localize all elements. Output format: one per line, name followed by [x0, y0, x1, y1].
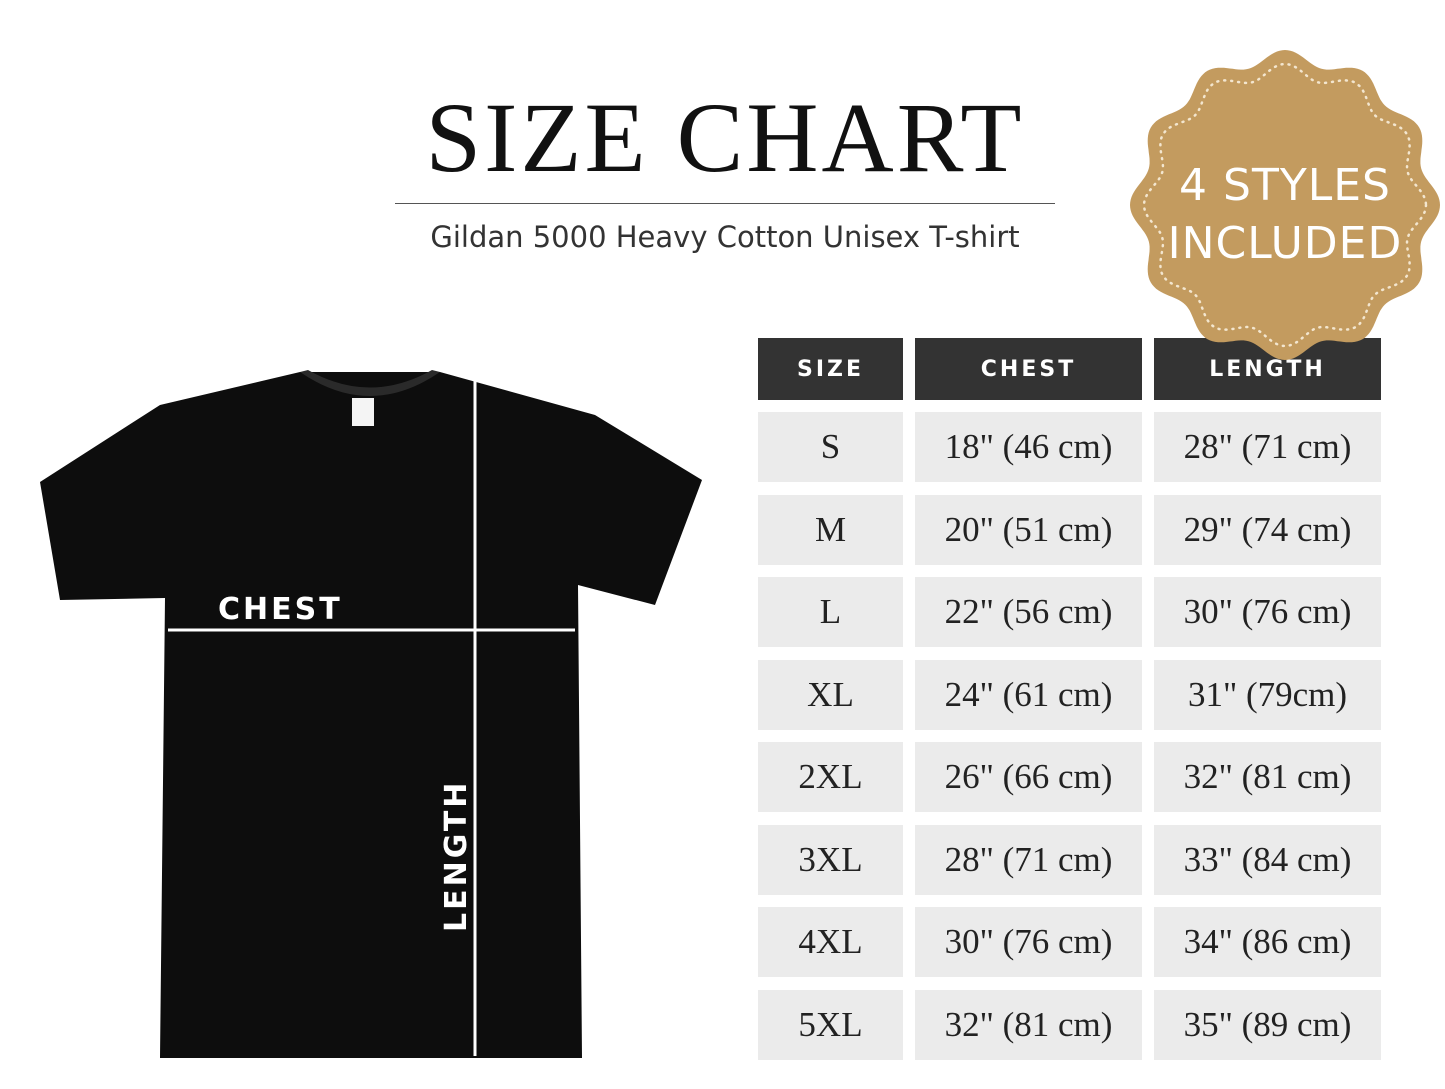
table-cell: 2XL	[758, 742, 903, 812]
chest-label: CHEST	[218, 592, 343, 627]
badge-text: 4 STYLES	[1179, 160, 1391, 211]
table-cell: 18" (46 cm)	[915, 412, 1142, 482]
column-header: CHEST	[915, 338, 1142, 400]
badge: 4 STYLES INCLUDED	[1130, 50, 1440, 360]
table-cell: 26" (66 cm)	[915, 742, 1142, 812]
table-cell: XL	[758, 659, 903, 730]
table-cell: 22" (56 cm)	[915, 577, 1142, 647]
table-cell: 35" (89 cm)	[1154, 989, 1381, 1060]
title-rule	[395, 203, 1055, 204]
table-cell: 20" (51 cm)	[915, 494, 1142, 565]
table-cell: 32" (81 cm)	[915, 989, 1142, 1060]
table-cell: 32" (81 cm)	[1154, 742, 1381, 812]
table-cell: 30" (76 cm)	[1154, 577, 1381, 647]
length-label: LENGTH	[439, 780, 474, 932]
table-cell: L	[758, 577, 903, 647]
title: SIZE CHART	[425, 82, 1025, 193]
table-cell: 4XL	[758, 907, 903, 977]
table-cell: 33" (84 cm)	[1154, 824, 1381, 895]
table-cell: 34" (86 cm)	[1154, 907, 1381, 977]
table-cell: 29" (74 cm)	[1154, 494, 1381, 565]
table-cell: 28" (71 cm)	[915, 824, 1142, 895]
table-cell: 31" (79cm)	[1154, 659, 1381, 730]
table-cell: 3XL	[758, 824, 903, 895]
tag	[352, 398, 374, 426]
badge-text: INCLUDED	[1168, 218, 1403, 269]
table-cell: S	[758, 412, 903, 482]
table-cell: M	[758, 494, 903, 565]
table-cell: 28" (71 cm)	[1154, 412, 1381, 482]
table-cell: 5XL	[758, 989, 903, 1060]
subtitle: Gildan 5000 Heavy Cotton Unisex T-shirt	[430, 220, 1020, 254]
shirt-illustration: CHEST LENGTH	[40, 370, 702, 1058]
table-cell: 24" (61 cm)	[915, 659, 1142, 730]
column-header: SIZE	[758, 338, 903, 400]
table-cell: 30" (76 cm)	[915, 907, 1142, 977]
badge-dots	[1142, 62, 1428, 348]
shirt	[40, 372, 702, 1058]
collar	[300, 370, 440, 396]
badge-shape	[1130, 50, 1440, 360]
